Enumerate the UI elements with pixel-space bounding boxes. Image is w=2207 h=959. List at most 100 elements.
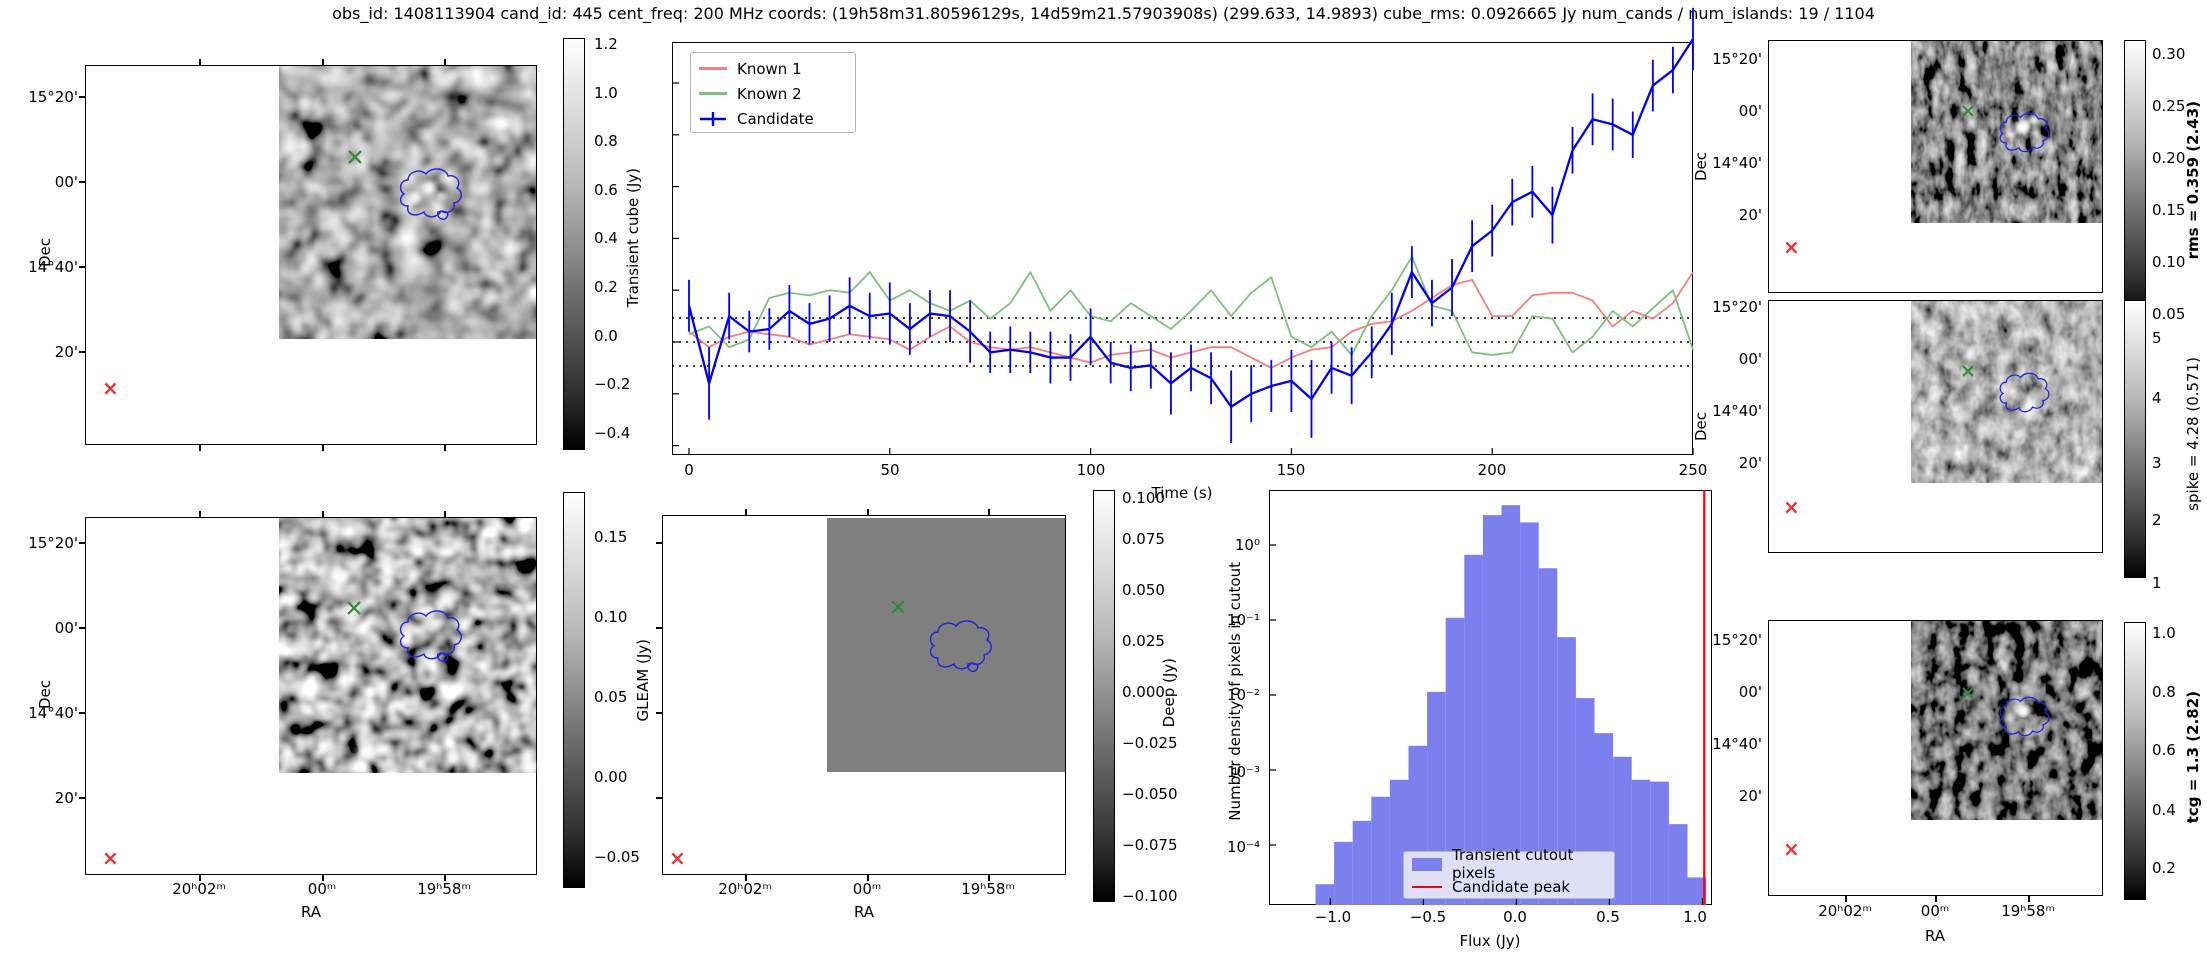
- green-x-marker: [1962, 365, 1974, 377]
- gleam-colorbar-label: GLEAM (Jy): [634, 639, 652, 722]
- bright-source-blobs: [2006, 116, 2038, 140]
- spike-colorbar-label: spike = 4.28 (0.571): [2184, 357, 2202, 511]
- cbar-tick: 0.4: [2152, 801, 2176, 819]
- cbar-tick: 5: [2152, 329, 2162, 347]
- tcg-colorbar-label: tcg = 1.3 (2.82): [2184, 691, 2202, 824]
- green-x-marker: [1962, 105, 1974, 117]
- island-contour: [1999, 696, 2050, 737]
- dec-tick: 15°20': [1712, 631, 1762, 649]
- lc-xtick: 0: [684, 461, 694, 479]
- dec-tick: 14°40': [28, 258, 78, 276]
- cbar-tick: 0.05: [594, 688, 628, 706]
- lc-xtick: 200: [1477, 461, 1507, 479]
- cbar-tick: 1: [2152, 574, 2162, 592]
- deep-image: [827, 518, 1065, 772]
- cbar-tick: 0.025: [1122, 632, 1165, 650]
- bright-source-blobs: [410, 181, 445, 203]
- gleam-colorbar: [563, 492, 585, 888]
- green-x-marker: [891, 600, 905, 614]
- known2-legend-line: [699, 92, 727, 95]
- red-x-marker: ×: [102, 376, 119, 400]
- island-contour: [399, 168, 462, 220]
- dec-tick: 15°20': [28, 534, 78, 552]
- dec-tick: 20': [54, 343, 78, 361]
- ra-tick: 20ʰ02ᵐ: [172, 880, 226, 898]
- cbar-tick: 0.15: [2152, 201, 2186, 219]
- deep-colorbar-label: Deep (Jy): [1160, 658, 1178, 728]
- panel-spike: ×: [1768, 300, 2103, 553]
- dec-axis-label: Dec: [1692, 412, 1710, 442]
- hist-ytick: 10⁻⁴: [1226, 838, 1260, 856]
- cbar-tick: 0.30: [2152, 45, 2186, 63]
- hist-xtick: 0.0: [1503, 908, 1527, 926]
- cbar-tick: 0.25: [2152, 97, 2186, 115]
- cbar-tick: 0.4: [594, 229, 618, 247]
- tcg-colorbar: [2124, 622, 2146, 900]
- spike-colorbar: [2124, 300, 2146, 578]
- cbar-tick: 0.15: [594, 528, 628, 546]
- hist-xlabel: Flux (Jy): [1459, 932, 1521, 950]
- transient-cube-image: [279, 66, 536, 339]
- cbar-tick: −0.050: [1122, 785, 1178, 803]
- green-x-marker: [1962, 687, 1974, 699]
- transient-colorbar: [563, 38, 585, 450]
- cbar-tick: 0.000: [1122, 683, 1165, 701]
- cbar-tick: 0.10: [594, 608, 628, 626]
- hist-bar-legend-swatch: [1412, 857, 1442, 871]
- cbar-tick: 1.2: [594, 35, 618, 53]
- candidate-legend-marker: [700, 111, 726, 126]
- legend-label-pixels: Transient cutout pixels: [1452, 846, 1574, 882]
- ra-tick: 19ʰ58ᵐ: [961, 880, 1015, 898]
- ra-axis-label: RA: [1924, 927, 1946, 945]
- cbar-tick: −0.025: [1122, 734, 1178, 752]
- hist-ytick: 10⁰: [1234, 536, 1260, 554]
- dec-tick: 00': [1738, 683, 1762, 701]
- spike-image: [1911, 301, 2102, 483]
- ra-tick: 19ʰ58ᵐ: [2001, 902, 2055, 920]
- ra-tick: 00ᵐ: [307, 880, 337, 898]
- dec-axis-label: Dec: [36, 238, 54, 268]
- dec-tick: 20': [1738, 787, 1762, 805]
- hist-ytick: 10⁻¹: [1226, 611, 1260, 629]
- hist-xtick: 1.0: [1683, 908, 1707, 926]
- cbar-tick: 0.2: [594, 278, 618, 296]
- island-contour: [929, 620, 992, 672]
- dec-tick: 20': [54, 789, 78, 807]
- ra-axis-label: RA: [853, 903, 875, 921]
- legend-label-peak: Candidate peak: [1452, 878, 1571, 896]
- island-contour: [1999, 112, 2050, 153]
- bright-source-blobs: [2004, 703, 2031, 723]
- island-contour: [1999, 372, 2050, 413]
- hist-ytick: 10⁻³: [1226, 763, 1260, 781]
- ra-axis-label: RA: [300, 903, 322, 921]
- cbar-tick: 1.0: [594, 84, 618, 102]
- dec-tick: 15°20': [1712, 298, 1762, 316]
- dec-tick: 14°40': [1712, 735, 1762, 753]
- dec-tick: 00': [54, 173, 78, 191]
- histogram-plot: [1269, 490, 1707, 905]
- cbar-tick: −0.100: [1122, 887, 1178, 905]
- dec-tick: 20': [1738, 206, 1762, 224]
- panel-gleam: ×: [85, 517, 537, 875]
- lc-xlabel: Time (s): [1151, 484, 1213, 502]
- ra-tick: 20ʰ02ᵐ: [1818, 902, 1872, 920]
- lc-xtick: 150: [1276, 461, 1306, 479]
- green-x-marker: [348, 150, 362, 164]
- lc-xtick: 250: [1678, 461, 1708, 479]
- cbar-tick: 0.8: [594, 132, 618, 150]
- cbar-tick: 0.05: [2152, 305, 2186, 323]
- dec-tick: 14°40': [28, 704, 78, 722]
- tcg-image: [1911, 621, 2102, 820]
- cbar-tick: −0.075: [1122, 836, 1178, 854]
- hist-xtick: −1.0: [1314, 908, 1352, 926]
- dec-tick: 14°40': [1712, 402, 1762, 420]
- panel-histogram: [1269, 490, 1712, 905]
- cbar-tick: 0.20: [2152, 149, 2186, 167]
- cbar-tick: 0.050: [1122, 581, 1165, 599]
- cbar-tick: 0.10: [2152, 253, 2186, 271]
- legend-label-candidate: Candidate: [737, 109, 814, 128]
- cbar-tick: 0.2: [2152, 859, 2176, 877]
- cbar-tick: 0.6: [594, 181, 618, 199]
- dec-tick: 00': [1738, 350, 1762, 368]
